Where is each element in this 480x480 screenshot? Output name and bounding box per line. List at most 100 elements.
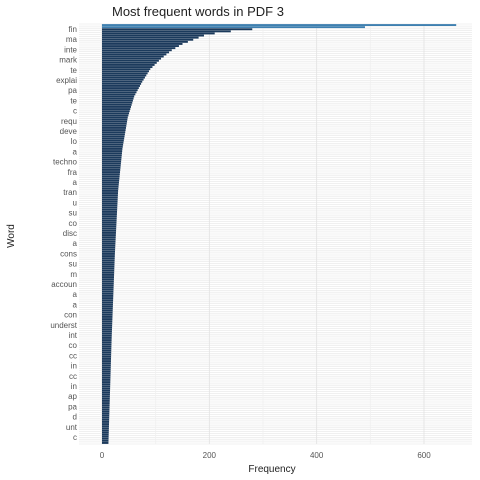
y-tick-label: m	[70, 270, 77, 279]
bar	[102, 295, 114, 297]
bar	[102, 194, 118, 197]
bar	[102, 328, 112, 331]
bar	[102, 202, 118, 205]
bar	[102, 414, 110, 417]
bar	[102, 152, 122, 155]
bar	[102, 59, 159, 62]
bar	[102, 68, 151, 71]
bar	[102, 387, 111, 390]
y-tick-label: a	[73, 178, 78, 187]
y-tick-label: cons	[60, 249, 77, 258]
bar	[102, 108, 131, 110]
bar	[102, 381, 111, 383]
x-tick-label: 600	[417, 451, 431, 460]
y-tick-label: inte	[64, 45, 77, 54]
y-tick-label: d	[73, 413, 77, 422]
bar	[102, 353, 112, 356]
bar	[102, 320, 113, 323]
bar	[102, 160, 122, 163]
bar	[102, 439, 109, 442]
bar	[102, 406, 110, 409]
bar	[102, 240, 116, 243]
chart-title: Most frequent words in PDF 3	[112, 4, 284, 19]
gridlines	[79, 23, 472, 445]
bar	[102, 187, 119, 190]
bar	[102, 57, 162, 60]
bar	[102, 318, 113, 320]
bar	[102, 307, 113, 310]
bar	[102, 280, 114, 283]
y-tick-label: accoun	[51, 280, 77, 289]
bar	[102, 337, 112, 339]
bar	[102, 204, 118, 207]
bar	[102, 135, 125, 138]
bar	[102, 269, 115, 272]
bar	[102, 225, 117, 228]
bar	[102, 112, 130, 115]
bar	[102, 145, 123, 148]
y-tick-labels: finmaintemarkteexplaipatecrequdeveloatec…	[50, 25, 78, 442]
bar	[102, 66, 153, 68]
bar	[102, 173, 120, 176]
y-tick-label: ap	[68, 392, 77, 401]
bar	[102, 85, 140, 87]
bar	[102, 379, 111, 381]
bar	[102, 332, 112, 335]
y-tick-label: c	[73, 107, 77, 116]
y-tick-label: a	[73, 290, 78, 299]
bars	[102, 24, 457, 444]
bar	[102, 133, 125, 136]
bar	[102, 284, 114, 287]
bar	[102, 305, 113, 308]
bar	[102, 200, 118, 203]
bar	[102, 122, 127, 125]
bar	[102, 341, 112, 344]
bar	[102, 274, 115, 276]
bar	[102, 91, 137, 94]
bar	[102, 301, 114, 304]
x-tick-label: 400	[310, 451, 324, 460]
bar	[102, 223, 117, 226]
bar	[102, 425, 109, 428]
bar	[102, 34, 204, 37]
bar	[102, 370, 111, 373]
bar	[102, 137, 125, 140]
bar	[102, 324, 113, 327]
bar	[102, 89, 138, 92]
bar	[102, 45, 179, 47]
bar	[102, 106, 131, 108]
bar	[102, 198, 118, 201]
bar	[102, 175, 120, 178]
bar	[102, 372, 111, 375]
bar	[102, 299, 114, 302]
y-tick-label: cc	[69, 372, 77, 381]
bar	[102, 286, 114, 289]
bar	[102, 267, 115, 270]
y-tick-label: fin	[69, 25, 77, 34]
bar	[102, 131, 126, 134]
y-tick-label: disc	[63, 229, 77, 238]
bar	[102, 49, 172, 52]
y-tick-label: con	[64, 311, 77, 320]
bar	[102, 437, 109, 440]
y-tick-label: lo	[71, 137, 78, 146]
bar	[102, 402, 110, 404]
bar	[102, 61, 157, 64]
y-tick-label: te	[70, 66, 77, 75]
bar	[102, 404, 110, 407]
bar	[102, 93, 136, 96]
bar	[102, 141, 124, 144]
y-tick-label: underst	[50, 321, 77, 330]
y-tick-label: a	[73, 147, 78, 156]
bar	[102, 322, 113, 325]
bar	[102, 364, 111, 367]
bar	[102, 208, 118, 211]
y-tick-label: int	[69, 331, 78, 340]
y-tick-label: co	[69, 219, 78, 228]
bar	[102, 244, 116, 247]
bar	[102, 389, 111, 392]
bar	[102, 78, 144, 81]
y-axis-title: Word	[6, 224, 17, 248]
bar	[102, 276, 114, 278]
bar	[102, 32, 215, 35]
